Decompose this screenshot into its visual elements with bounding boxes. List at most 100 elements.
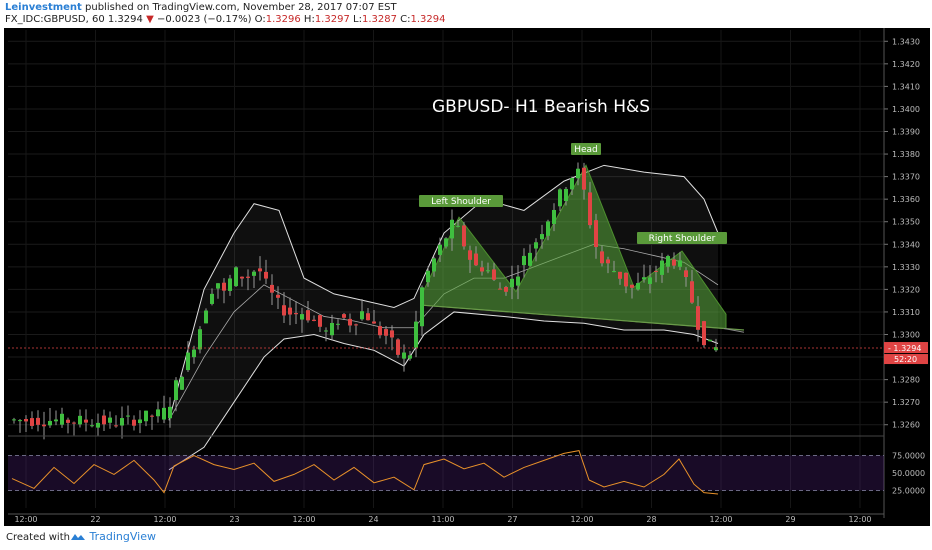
last-price-label: - 1.3294 — [888, 344, 921, 353]
candle-body — [84, 419, 88, 423]
candle-body — [432, 258, 436, 272]
time-tick-label: 11:00 — [431, 515, 454, 524]
candle-body — [276, 294, 280, 298]
candle-body — [564, 188, 568, 202]
candle-body — [714, 347, 718, 351]
published-text: published on TradingView.com, November 2… — [81, 2, 397, 13]
candle-body — [306, 310, 310, 321]
candle-body — [360, 311, 364, 320]
candle-body — [24, 419, 28, 422]
candle-body — [108, 417, 112, 423]
candle-body — [444, 238, 448, 247]
high-label: H: — [303, 14, 315, 25]
candle-body — [198, 329, 202, 350]
candle-body — [288, 307, 292, 315]
candle-body — [522, 255, 526, 266]
candle-body — [492, 269, 496, 280]
candle-body — [156, 409, 160, 417]
candle-body — [240, 276, 244, 279]
candle-body — [600, 251, 604, 264]
chart-area[interactable]: Left Shoulder Head Right Shoulder 1.3430 1.… — [4, 28, 930, 526]
candle-body — [180, 376, 184, 390]
candle-body — [462, 225, 466, 247]
candle-body — [330, 322, 334, 336]
candle-body — [654, 270, 658, 272]
candle-body — [30, 418, 34, 426]
candle-body — [606, 259, 610, 264]
candle-body — [666, 256, 670, 267]
candle-body — [552, 209, 556, 224]
right-shoulder-label: Right Shoulder — [649, 234, 716, 244]
candle-body — [630, 284, 634, 288]
candle-body — [510, 278, 514, 288]
candle-body — [636, 283, 640, 290]
candle-body — [408, 355, 412, 359]
left-shoulder-label: Left Shoulder — [431, 197, 491, 207]
time-tick-label: 12:00 — [14, 515, 37, 524]
candle-body — [102, 415, 106, 425]
time-tick-label: 24 — [368, 515, 378, 524]
candle-body — [672, 259, 676, 266]
neckline — [421, 304, 745, 331]
candle-body — [282, 305, 286, 316]
candle-body — [594, 220, 598, 248]
left-shoulder-label-box — [419, 195, 503, 207]
down-arrow-icon: ▼ — [146, 14, 154, 25]
candle-body — [582, 167, 586, 190]
candle-body — [252, 271, 256, 276]
price-tick-label: 1.3340 — [892, 240, 920, 249]
candle-body — [396, 339, 400, 355]
candle-body — [36, 417, 40, 425]
candle-body — [540, 234, 544, 240]
candle-body — [372, 321, 376, 324]
price-tick-label: 1.3310 — [892, 308, 920, 317]
candle-body — [168, 406, 172, 419]
candle-body — [504, 287, 508, 292]
close-value: 1.3294 — [410, 14, 446, 25]
candle-body — [702, 321, 706, 346]
candle-body — [258, 268, 262, 272]
price-tick-label: 1.3410 — [892, 82, 920, 91]
candle-body — [450, 219, 454, 239]
price-tick-label: 1.3350 — [892, 218, 920, 227]
candle-body — [534, 242, 538, 249]
candle-body — [120, 418, 124, 426]
candle-body — [114, 425, 118, 427]
symbol-label[interactable]: FX_IDC:GBPUSD, 60 — [5, 14, 105, 25]
chart-header: Leinvestment published on TradingView.co… — [0, 0, 932, 28]
rsi-band — [8, 455, 884, 491]
time-tick-label: 27 — [507, 515, 517, 524]
tradingview-brand: TradingView — [89, 530, 156, 543]
candle-body — [210, 293, 214, 304]
low-label: L: — [353, 14, 362, 25]
time-tick-label: 29 — [785, 515, 795, 524]
tradingview-logo[interactable]: TradingView — [70, 530, 156, 543]
head-label-box — [571, 143, 601, 155]
candle-body — [72, 422, 76, 424]
right-shoulder-label-box — [637, 232, 727, 244]
open-label: O: — [254, 14, 266, 25]
candle-body — [588, 192, 592, 226]
close-label: C: — [400, 14, 411, 25]
price-tick-label: 1.3270 — [892, 398, 920, 407]
candle-body — [678, 260, 682, 267]
candle-body — [42, 424, 46, 427]
candle-body — [486, 270, 490, 272]
candle-body — [216, 283, 220, 289]
chart-canvas[interactable]: Left Shoulder Head Right Shoulder 1.3430 1.… — [4, 28, 930, 526]
candle-body — [234, 267, 238, 287]
candle-body — [300, 314, 304, 320]
candle-body — [138, 419, 142, 424]
candle-body — [528, 252, 532, 266]
candle-body — [618, 271, 622, 279]
candle-body — [366, 313, 370, 321]
time-tick-label: 23 — [229, 515, 239, 524]
price-tick-label: 1.3320 — [892, 285, 920, 294]
candle-body — [162, 407, 166, 420]
candle-body — [684, 270, 688, 278]
publisher-link[interactable]: Leinvestment — [5, 2, 82, 13]
candle-body — [96, 422, 100, 428]
candle-body — [516, 276, 520, 286]
candle-body — [246, 276, 250, 278]
neckline-extension — [723, 327, 745, 333]
